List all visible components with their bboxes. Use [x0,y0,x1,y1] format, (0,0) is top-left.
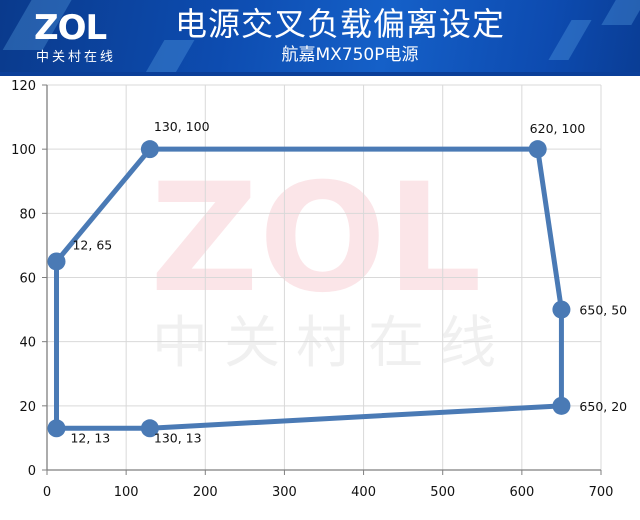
gridlines [47,84,602,470]
data-series [47,140,571,438]
plot-area: ZOL 中关村在线 0 20 40 60 80 100 120 0 100 200 300 400 50… [11,79,627,500]
y-tick-label: 80 [19,207,36,222]
watermark-subtitle: 中关村在线 [152,311,512,376]
data-label: 130, 13 [154,430,202,445]
chart-title: 电源交叉负载偏离设定 [174,5,505,43]
header-banner: ZOL 中关村在线 电源交叉负载偏离设定 航嘉MX750P电源 [0,0,640,76]
data-label: 650, 50 [579,303,627,318]
x-tick-label: 300 [272,485,297,500]
x-tick-label: 400 [351,485,376,500]
y-tick-label: 20 [19,400,36,415]
data-point-marker [47,419,66,438]
watermark: ZOL 中关村在线 [150,152,512,376]
banner-decoration [548,20,592,60]
x-tick-label: 700 [589,485,614,500]
y-tick-label: 100 [11,143,36,158]
data-point-marker [528,140,547,159]
y-tick-label: 120 [11,79,36,94]
data-label: 130, 100 [154,119,210,134]
data-point-marker [552,300,571,319]
data-label: 620, 100 [530,121,586,136]
data-point-marker [140,419,159,438]
x-tick-label: 100 [114,485,139,500]
data-label: 650, 20 [579,399,627,414]
data-label: 12, 65 [72,237,112,252]
x-tick-label: 500 [430,485,455,500]
y-tick-label: 60 [19,272,36,287]
tick-labels: 0 20 40 60 80 100 120 0 100 200 300 400 500 600 700 [11,79,613,500]
x-tick-label: 0 [43,485,51,500]
data-point-marker [140,140,159,159]
logo-text: ZOL [34,8,107,48]
banner-decoration [601,0,640,25]
chart-subtitle: 航嘉MX750P电源 [281,45,419,65]
zol-logo: ZOL 中关村在线 [34,10,124,68]
x-tick-label: 200 [193,485,218,500]
axes [42,84,602,475]
y-tick-label: 0 [28,464,36,479]
logo-subtitle: 中关村在线 [36,50,117,65]
y-tick-label: 40 [19,336,36,351]
watermark-logo: ZOL [150,152,482,326]
x-tick-label: 600 [509,485,534,500]
data-labels: 12, 65 130, 100 620, 100 650, 50 650, 20 130,… [70,119,627,445]
banner-border [0,72,640,76]
series-line [53,146,564,431]
data-label: 12, 13 [70,430,110,445]
data-point-marker [47,252,66,271]
data-point-marker [552,396,571,415]
banner-decoration [135,40,195,76]
